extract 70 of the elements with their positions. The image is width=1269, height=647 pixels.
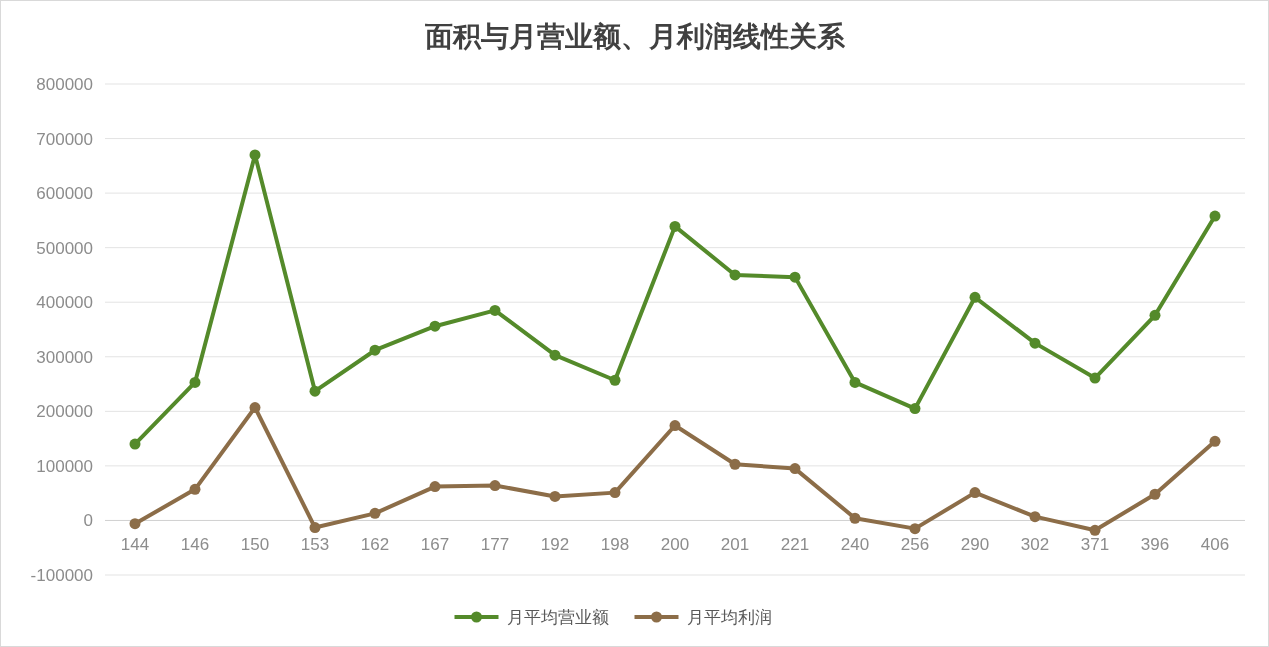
point (549, 490, 561, 502)
x-tick-label: 290 (960, 535, 990, 555)
y-tick-label: 700000 (36, 129, 93, 149)
legend-label: 月平均利润 (686, 608, 772, 627)
point (1089, 372, 1101, 384)
point (729, 458, 741, 470)
point (849, 512, 861, 524)
point (789, 271, 801, 283)
y-tick-label: 0 (83, 511, 93, 531)
x-tick-label: 146 (180, 535, 210, 555)
x-tick-label: 153 (300, 535, 330, 555)
point (129, 438, 141, 450)
point (909, 403, 921, 415)
x-tick-label: 201 (720, 535, 750, 555)
y-tick-label: 100000 (36, 456, 93, 476)
point (549, 349, 561, 361)
point (369, 507, 381, 519)
point (369, 344, 381, 356)
x-tick-label: 256 (900, 535, 930, 555)
y-tick-label: -100000 (30, 566, 93, 585)
point (1209, 210, 1221, 222)
x-tick-label: 371 (1080, 535, 1110, 555)
point (1149, 309, 1161, 321)
y-tick-label: 200000 (36, 402, 93, 422)
point (429, 481, 441, 493)
point (969, 487, 981, 499)
x-tick-label: 177 (480, 535, 510, 555)
point (129, 518, 141, 530)
x-tick-label: 167 (420, 535, 450, 555)
x-tick-label: 406 (1200, 535, 1230, 555)
point (309, 385, 321, 397)
chart-title: 面积与月营业额、月利润线性关系 (423, 21, 846, 52)
y-tick-label: 300000 (36, 347, 93, 367)
point (189, 376, 201, 388)
y-tick-label: 500000 (36, 238, 93, 258)
point (669, 420, 681, 432)
point (1089, 524, 1101, 536)
point (489, 480, 501, 492)
point (849, 376, 861, 388)
point (249, 149, 261, 161)
point (1209, 435, 1221, 447)
point (609, 487, 621, 499)
legend-label: 月平均营业额 (506, 608, 609, 627)
x-tick-label: 192 (540, 535, 570, 555)
point (1149, 488, 1161, 500)
y-tick-label: 400000 (36, 293, 93, 313)
point (489, 304, 501, 316)
x-tick-label: 221 (780, 535, 810, 555)
point (789, 463, 801, 475)
point (969, 291, 981, 303)
x-tick-label: 240 (840, 535, 870, 555)
point (189, 483, 201, 495)
point (1029, 511, 1041, 523)
point (669, 220, 681, 232)
point (729, 269, 741, 281)
x-tick-label: 302 (1020, 535, 1050, 555)
x-tick-label: 200 (660, 535, 690, 555)
y-tick-label: 600000 (36, 184, 93, 204)
x-tick-label: 198 (600, 535, 630, 555)
y-tick-label: 800000 (36, 75, 93, 94)
point (309, 522, 321, 534)
x-tick-label: 150 (240, 535, 270, 555)
x-tick-label: 144 (120, 535, 150, 555)
point (1029, 337, 1041, 349)
point (609, 374, 621, 386)
point (429, 320, 441, 332)
x-tick-label: 396 (1140, 535, 1170, 555)
x-tick-label: 162 (360, 535, 390, 555)
point (249, 402, 261, 414)
point (909, 523, 921, 535)
